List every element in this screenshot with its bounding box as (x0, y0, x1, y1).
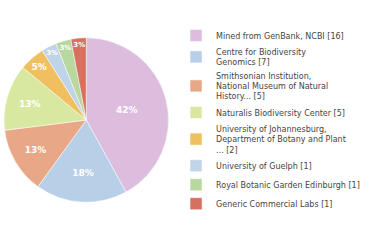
svg-text:3%: 3% (59, 44, 71, 52)
svg-text:University of Guelph [1]: University of Guelph [1] (216, 162, 312, 171)
svg-text:Naturalis Biodiversity Center: Naturalis Biodiversity Center [5] (216, 109, 345, 118)
svg-text:University of Johannesburg,Dep: University of Johannesburg,Department of… (216, 125, 346, 155)
svg-text:Centre for BiodiversityGenomic: Centre for BiodiversityGenomics [7] (216, 48, 306, 67)
svg-text:Mined from GenBank, NCBI [16]: Mined from GenBank, NCBI [16] (216, 32, 344, 41)
svg-text:18%: 18% (72, 168, 94, 178)
svg-text:5%: 5% (32, 62, 47, 72)
svg-text:13%: 13% (25, 145, 47, 155)
svg-text:13%: 13% (19, 99, 41, 109)
svg-text:3%: 3% (73, 41, 85, 49)
svg-text:Smithsonian Institution,Nation: Smithsonian Institution,National Museum … (216, 72, 328, 102)
svg-text:Generic Commercial Labs [1]: Generic Commercial Labs [1] (216, 200, 332, 209)
svg-text:3%: 3% (46, 49, 58, 57)
svg-text:42%: 42% (116, 105, 138, 115)
svg-text:Royal Botanic Garden Edinburgh: Royal Botanic Garden Edinburgh [1] (216, 181, 360, 190)
